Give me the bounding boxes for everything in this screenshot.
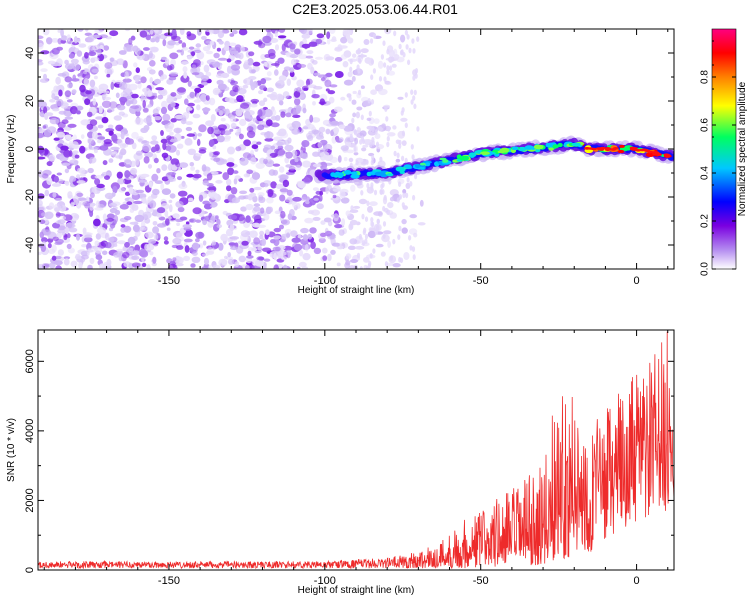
top-y-tick-label: 20 — [24, 95, 36, 107]
top-y-tick-label: -20 — [24, 189, 36, 205]
bottom-x-tick-label: 0 — [634, 575, 640, 587]
bottom-x-tick-label: -150 — [158, 575, 180, 587]
top-x-tick-label: -100 — [314, 275, 336, 287]
spectrogram-image — [38, 29, 674, 269]
colorbar-tick-label: 0.6 — [700, 118, 711, 132]
bottom-y-tick-label: 2000 — [24, 488, 36, 512]
bottom-x-tick-label: -100 — [314, 575, 336, 587]
bottom-y-axis-label: SNR (10 * v/v) — [6, 418, 17, 482]
colorbar-tick-label: 0.4 — [700, 166, 711, 180]
top-x-axis-label: Height of straight line (km) — [298, 285, 415, 296]
spectrogram-panel: -150 -100 -50 0 -40 -20 0 20 40 Height of straigh… — [6, 28, 675, 296]
colorbar-tick-label: 0.2 — [700, 214, 711, 228]
chart-title: C2E3.2025.053.06.44.R01 — [292, 1, 458, 17]
top-y-tick-label: 40 — [24, 47, 36, 59]
top-x-tick-label: 0 — [634, 275, 640, 287]
bottom-y-tick-label: 6000 — [24, 349, 36, 373]
bottom-y-tick-label: 4000 — [24, 419, 36, 443]
top-x-tick-label: -150 — [158, 275, 180, 287]
top-y-tick-label: 0 — [24, 146, 36, 152]
top-y-axis-label: Frequency (Hz) — [6, 115, 17, 184]
colorbar-tick-label: 0.0 — [700, 262, 711, 276]
colorbar-tick-label: 0.8 — [700, 70, 711, 84]
bottom-y-tick-label: 0 — [24, 567, 36, 573]
bottom-x-axis-label: Height of straight line (km) — [298, 585, 415, 596]
snr-line — [38, 331, 674, 570]
colorbar-gradient — [711, 28, 737, 270]
colorbar-label: Normalized spectral amplitude — [737, 81, 748, 216]
snr-series-group — [38, 331, 674, 570]
top-x-tick-label: -50 — [473, 275, 489, 287]
bottom-x-tick-label: -50 — [473, 575, 489, 587]
colorbar: 0.0 0.2 0.4 0.6 0.8 Normalized spectral ampli… — [700, 28, 748, 276]
snr-panel: -150 -100 -50 0 0 2000 4000 6000 Height of strai… — [6, 329, 675, 596]
top-y-tick-label: -40 — [24, 237, 36, 253]
